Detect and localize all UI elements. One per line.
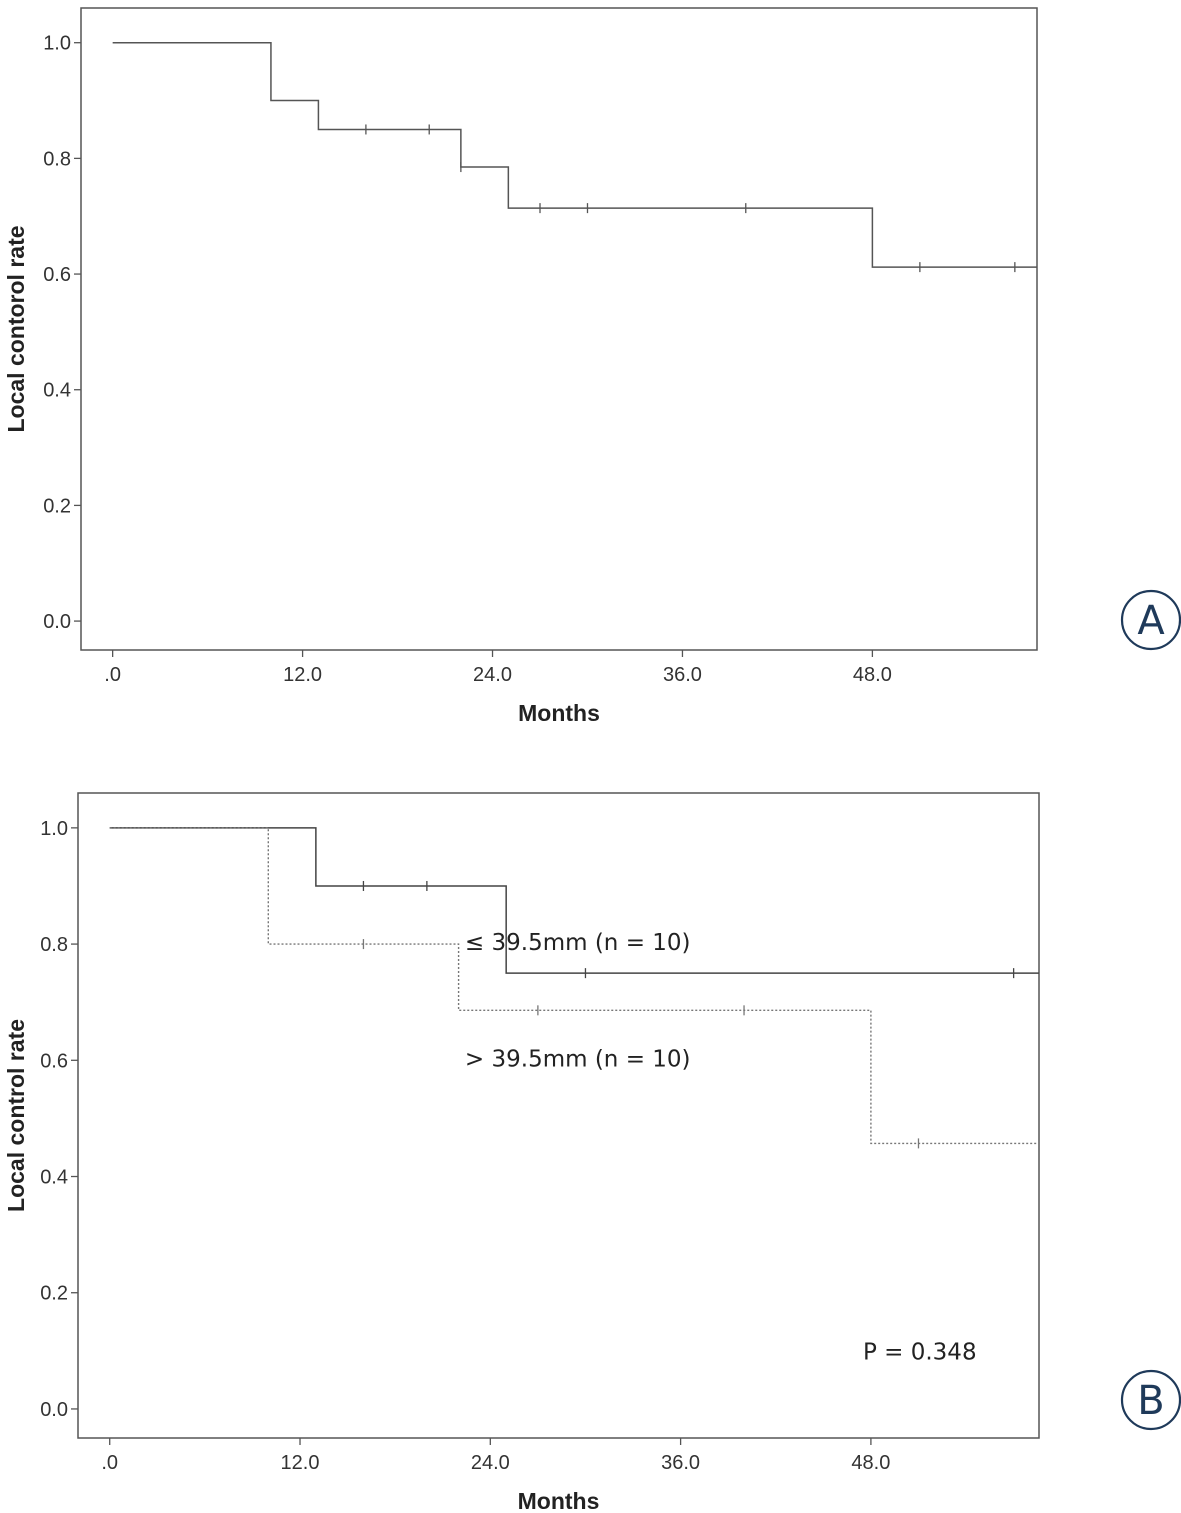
- survival-curve-2: [109, 827, 1039, 1145]
- survival-curve-1: [112, 41, 1037, 268]
- y-tick-label: 0.4: [43, 380, 71, 402]
- series-label-2: > 39.5mm (n = 10): [465, 1046, 691, 1072]
- y-axis-label: Local contorol rate: [3, 225, 29, 432]
- y-tick-label: 0.0: [40, 1399, 68, 1421]
- y-tick-label: 1.0: [40, 818, 68, 840]
- y-tick-label: 0.6: [43, 264, 71, 286]
- survival-curve-1: [109, 827, 1039, 974]
- series-label-1: ≤ 39.5mm (n = 10): [465, 930, 691, 956]
- x-tick-label: 48.0: [853, 664, 892, 686]
- panel-a: 0.0 0.2 0.4 0.6 0.8 1.0 .0 12.0 24.0 36.0 48.0 Mont…: [3, 7, 1181, 726]
- x-tick-label: 12.0: [283, 664, 322, 686]
- y-tick-label: 0.8: [40, 934, 68, 956]
- x-tick-label: .0: [104, 664, 121, 686]
- y-tick-label: 0.8: [43, 148, 71, 170]
- x-tick-label: .0: [101, 1452, 118, 1474]
- plot-frame: [80, 7, 1038, 651]
- x-tick-label: 36.0: [663, 664, 702, 686]
- x-tick-label: 12.0: [281, 1452, 320, 1474]
- panel-letter: A: [1137, 598, 1165, 644]
- x-tick-label: 24.0: [473, 664, 512, 686]
- y-tick-label: 0.4: [40, 1167, 68, 1189]
- y-tick-label: 0.2: [43, 495, 71, 517]
- x-axis-label: Months: [518, 1488, 600, 1513]
- x-tick-label: 24.0: [471, 1452, 510, 1474]
- plot-frame: [77, 792, 1040, 1439]
- y-axis-label: Local control rate: [3, 1019, 29, 1212]
- y-tick-label: 1.0: [43, 33, 71, 55]
- panel-b: 0.0 0.2 0.4 0.6 0.8 1.0 .0 12.0 24.0 36.0 48.0 Mont…: [3, 792, 1181, 1513]
- panel-letter: B: [1137, 1378, 1164, 1424]
- x-tick-label: 48.0: [851, 1452, 890, 1474]
- x-tick-label: 36.0: [661, 1452, 700, 1474]
- x-axis-label: Months: [518, 700, 600, 726]
- y-tick-label: 0.2: [40, 1283, 68, 1305]
- panel-letter-circle: [1120, 1369, 1181, 1431]
- p-value-annotation: P = 0.348: [863, 1340, 977, 1366]
- y-tick-label: 0.0: [43, 611, 71, 633]
- panel-letter-circle: [1120, 589, 1181, 651]
- y-tick-label: 0.6: [40, 1050, 68, 1072]
